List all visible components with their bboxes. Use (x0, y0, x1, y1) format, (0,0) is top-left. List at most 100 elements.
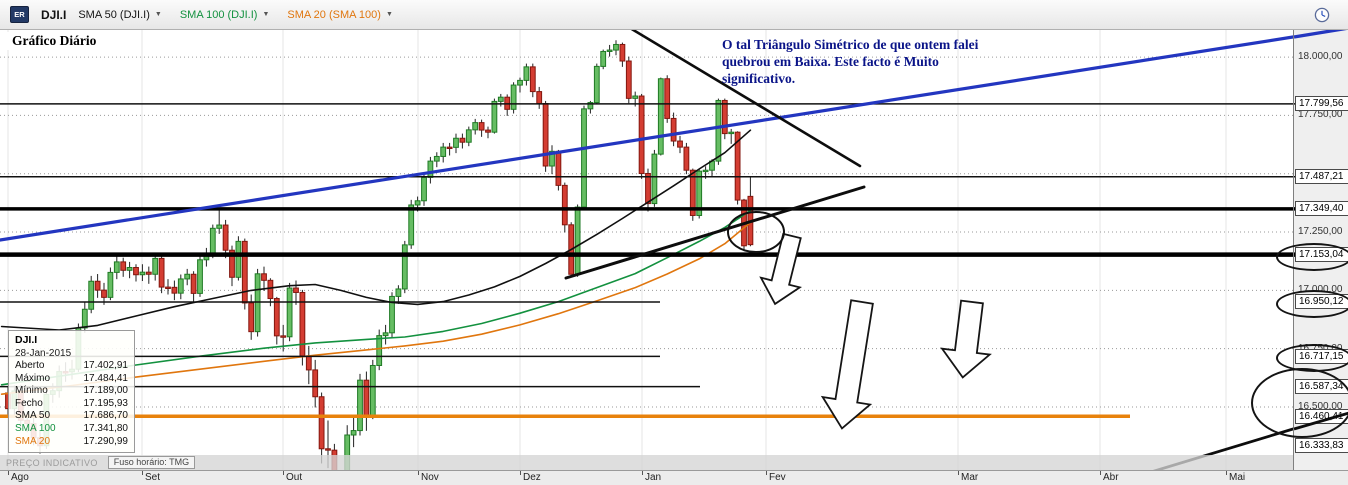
candle (549, 150, 555, 167)
chevron-down-icon: ▼ (385, 11, 393, 18)
candle (229, 249, 235, 278)
candle (625, 60, 632, 99)
chevron-down-icon: ▼ (154, 11, 162, 18)
tooltip-row: SMA 100 17.341,80 (15, 423, 128, 436)
candle (574, 206, 581, 275)
candle (286, 287, 293, 338)
price-line-label[interactable]: 16.587,34 (1295, 379, 1348, 395)
price-axis[interactable]: 18.000,0017.750,0017.500,0017.250,0017.0… (1251, 26, 1348, 470)
price-line-label[interactable]: 16.460,41 (1295, 408, 1348, 424)
candle (190, 273, 197, 294)
instrument-icon: ER (10, 6, 29, 23)
candle (395, 288, 402, 297)
candle (216, 224, 223, 229)
candle (197, 259, 203, 294)
indicator-dropdown-2[interactable]: SMA 20 (SMA 100) ▼ (287, 9, 392, 21)
candle (702, 169, 709, 173)
month-label: Mai (1229, 472, 1246, 483)
candle (561, 184, 568, 226)
candle (696, 170, 703, 216)
candle (440, 146, 447, 157)
price-line-label[interactable]: 17.153,04 (1295, 247, 1348, 263)
trendlines-layer (0, 30, 1293, 470)
tooltip-row-label: SMA 20 (15, 435, 51, 447)
candle (94, 280, 101, 291)
candle (408, 204, 415, 246)
candle (101, 289, 107, 298)
price-grid-label: 16.750,00 (1298, 343, 1343, 354)
price-line-label[interactable]: 17.349,40 (1295, 201, 1348, 217)
candle (120, 261, 127, 271)
tooltip-row-value: 17.290,99 (83, 435, 129, 447)
candlestick-chart[interactable] (0, 30, 1293, 470)
indicator-dropdown-1[interactable]: SMA 100 (DJI.I) ▼ (180, 9, 270, 21)
candle (491, 100, 498, 133)
candle (369, 364, 376, 417)
candle (497, 96, 504, 102)
candle (113, 261, 120, 273)
candle (261, 273, 267, 281)
chart-canvas[interactable]: Gráfico Diário O tal Triângulo Simétrico… (0, 30, 1293, 470)
triangle-upper-line[interactable] (630, 30, 862, 168)
candle (350, 430, 357, 436)
down-arrow-shape (940, 299, 992, 379)
price-line-label[interactable]: 17.799,56 (1295, 96, 1348, 112)
candle (421, 176, 427, 202)
tooltip-row-label: SMA 50 (15, 410, 51, 422)
candle (510, 84, 517, 110)
candle (357, 379, 363, 432)
indicator-label: SMA 20 (SMA 100) (287, 8, 381, 21)
candle (645, 172, 651, 205)
candle (734, 131, 741, 201)
indicator-list: SMA 50 (DJI.I) ▼ SMA 100 (DJI.I) ▼ SMA 20 (S… (78, 9, 393, 21)
candle (152, 257, 159, 275)
instrument-label[interactable]: DJI.I (41, 7, 67, 22)
tooltip-row: Aberto 17.402,91 (15, 360, 128, 373)
candle (651, 153, 658, 205)
price-grid-label: 18.000,00 (1298, 51, 1343, 63)
clock-icon[interactable] (1314, 7, 1330, 23)
candle (293, 287, 299, 293)
candle (389, 295, 395, 334)
uptrend-line[interactable] (0, 35, 1293, 242)
grid-layer (0, 30, 1293, 470)
price-line-label[interactable]: 16.717,15 (1295, 348, 1348, 364)
timezone-selector[interactable]: Fuso horário: TMG (107, 456, 196, 469)
tooltip-row: SMA 20 17.290,99 (15, 436, 128, 449)
month-tick (766, 471, 767, 475)
month-tick (8, 471, 9, 475)
price-line-label[interactable]: 16.333,83 (1295, 438, 1348, 454)
down-arrow-shape (820, 299, 874, 430)
tooltip-row-label: Aberto (15, 360, 45, 371)
candle (158, 257, 165, 288)
month-label: Fev (769, 472, 786, 483)
candle (587, 102, 594, 110)
price-line-label[interactable]: 16.950,12 (1295, 294, 1348, 310)
month-tick (520, 471, 521, 475)
month-label: Dez (523, 472, 541, 483)
month-tick (1100, 471, 1101, 475)
candle (363, 379, 370, 417)
month-label: Out (286, 472, 303, 483)
tooltip-rows: Aberto 17.402,91 Máximo 17.484,41 Mínimo 17.1… (15, 360, 128, 448)
month-tick (1226, 471, 1227, 475)
triangle-lower-line[interactable] (564, 185, 866, 280)
candle (241, 240, 248, 304)
tooltip-row-label: Fecho (15, 397, 43, 409)
timeframe-label: Gráfico Diário (6, 32, 103, 50)
price-line-label[interactable]: 17.487,21 (1295, 169, 1348, 185)
candle (88, 280, 95, 310)
candle (465, 129, 472, 143)
candle (581, 108, 587, 208)
candle (485, 129, 491, 133)
tooltip-row-value: 17.686,70 (83, 410, 129, 422)
indicator-dropdown-0[interactable]: SMA 50 (DJI.I) ▼ (78, 9, 161, 21)
candle (107, 271, 114, 298)
time-axis[interactable]: Ago Set Out Nov Dez Jan Fev Mar Abr Mai (0, 470, 1348, 485)
candle (325, 448, 331, 451)
month-label: Set (145, 472, 161, 483)
month-tick (283, 471, 284, 475)
breakdown-arrows (759, 232, 992, 430)
candle (267, 279, 274, 300)
